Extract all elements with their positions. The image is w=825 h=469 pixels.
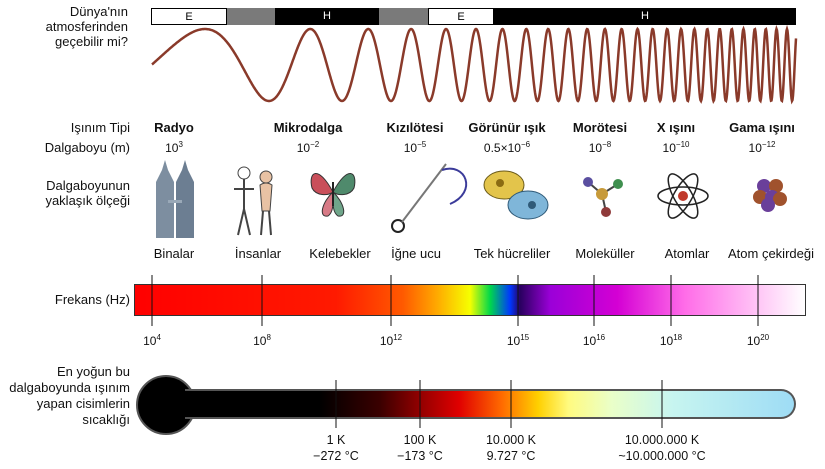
type-infrared: Kızılötesi <box>386 120 444 135</box>
freq-tick-15: 1015 <box>506 333 530 348</box>
wavelength-radio: 103 <box>165 140 183 155</box>
temp-tick-100k: 100 K −173 °C <box>397 433 443 463</box>
frequency-label: Frekans (Hz) <box>54 292 130 307</box>
type-ultraviolet: Morötesi <box>572 120 628 135</box>
radiation-type-label: Işınım Tipi <box>70 120 130 135</box>
scale-needle: İğne ucu <box>391 246 441 261</box>
temp-tick-10000000k: 10.000.000 K ~10.000.000 °C <box>618 433 706 463</box>
wavelength-xray: 10−10 <box>662 140 690 155</box>
atmosphere-segment-opaque: H <box>494 8 796 25</box>
freq-tick-20: 1020 <box>746 333 770 348</box>
freq-tick-4: 104 <box>143 333 161 348</box>
freq-tick-8: 108 <box>253 333 271 348</box>
scale-buildings: Binalar <box>153 246 195 261</box>
needle-icon <box>391 163 468 233</box>
wavelength-ultraviolet: 10−8 <box>588 140 612 155</box>
type-visible: Görünür ışık <box>468 120 546 135</box>
wavelength-label: Dalgaboyu (m) <box>44 140 130 155</box>
molecule-icon <box>583 177 623 217</box>
atmosphere-segment-transparent: E <box>151 8 227 25</box>
type-xray: X ışını <box>656 120 696 135</box>
freq-tick-18: 1018 <box>659 333 683 348</box>
scale-label: Dalgaboyunun yaklaşık ölçeği <box>45 178 130 208</box>
temp-tick-1k: 1 K −272 °C <box>313 433 359 463</box>
thermometer-tube <box>185 389 796 419</box>
temp-tick-10000k: 10.000 K 9.727 °C <box>485 433 537 463</box>
freq-tick-16: 1016 <box>582 333 606 348</box>
frequency-spectrum-bar <box>134 284 806 316</box>
scale-cells: Tek hücreliler <box>473 246 551 261</box>
scale-humans: İnsanlar <box>234 246 282 261</box>
wavelength-visible: 0.5×10−6 <box>483 140 531 155</box>
wavelength-microwave: 10−2 <box>296 140 320 155</box>
butterfly-icon <box>310 173 356 217</box>
nucleus-icon <box>753 179 787 212</box>
atmosphere-segment-partial <box>379 8 428 25</box>
type-microwave: Mikrodalga <box>273 120 343 135</box>
wavelength-infrared: 10−5 <box>403 140 427 155</box>
atmosphere-question: Dünya'nın atmosferinden geçebilir mi? <box>45 4 128 49</box>
wavelength-wave <box>151 24 798 105</box>
temperature-label: En yoğun bu dalgaboyunda ışınım yapan ci… <box>9 364 130 427</box>
atmosphere-segment-opaque: H <box>275 8 379 25</box>
atmosphere-segment-transparent: E <box>428 8 494 25</box>
scale-butterflies: Kelebekler <box>309 246 371 261</box>
scale-atoms: Atomlar <box>664 246 710 261</box>
type-radio: Radyo <box>154 120 194 135</box>
wavelength-gamma: 10−12 <box>748 140 776 155</box>
buildings-icon <box>156 160 194 238</box>
type-gamma: Gama ışını <box>729 120 795 135</box>
scale-molecules: Moleküller <box>575 246 635 261</box>
cell-icon <box>483 170 549 220</box>
humans-icon <box>234 166 273 236</box>
atmosphere-segment-partial <box>227 8 275 25</box>
freq-tick-12: 1012 <box>379 333 403 348</box>
scale-nucleus: Atom çekirdeği <box>728 246 814 261</box>
atom-icon <box>657 173 709 219</box>
